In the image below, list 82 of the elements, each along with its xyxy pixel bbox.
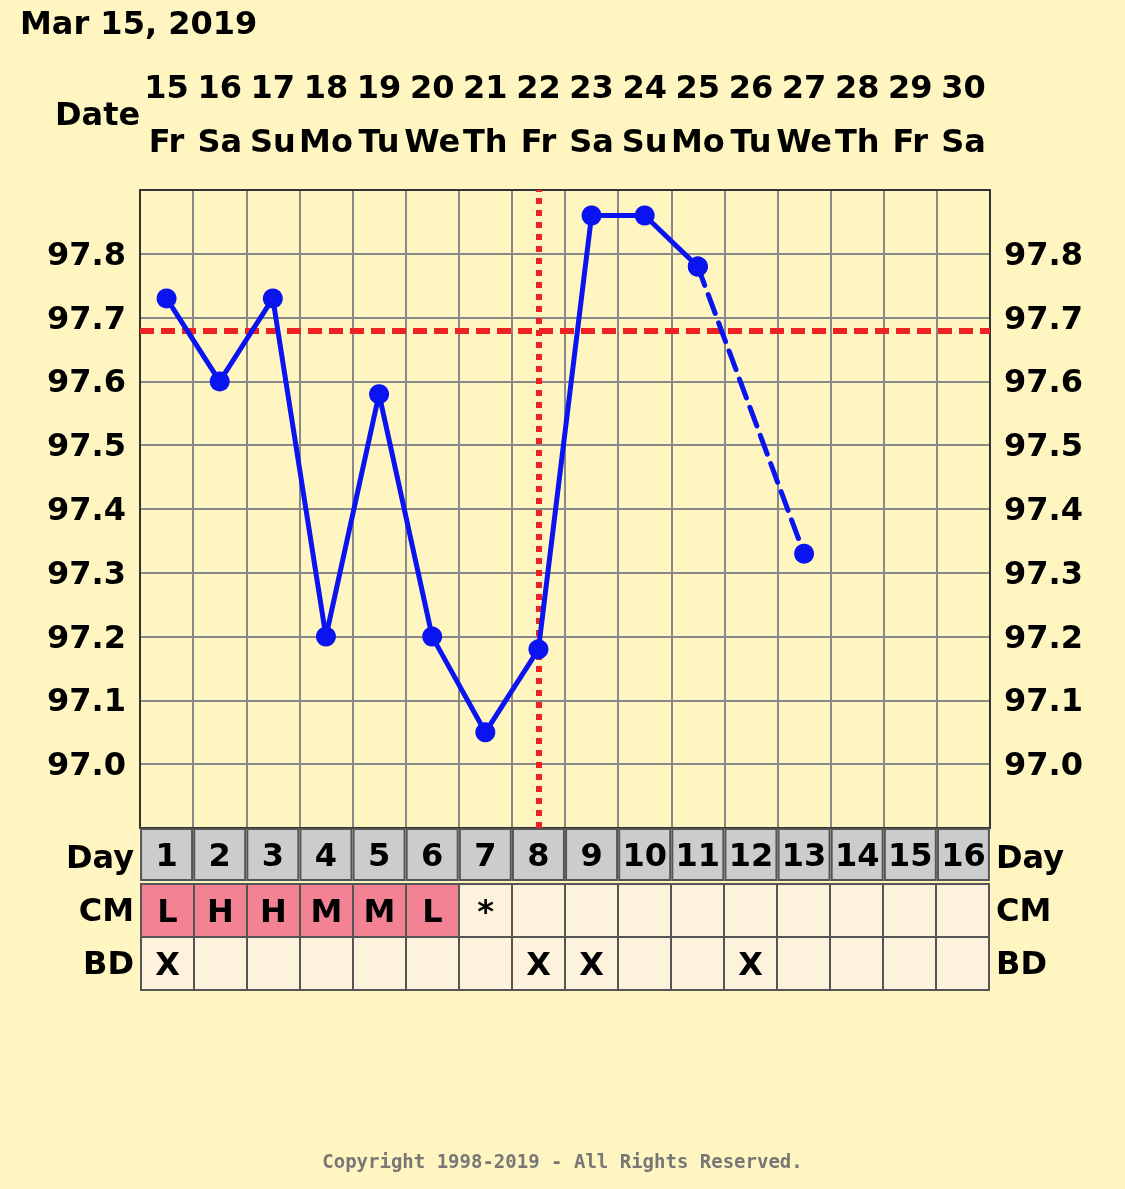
text: X <box>155 944 180 983</box>
x2-tick-label: 5 <box>367 835 391 874</box>
x2-tick-label: 16 <box>941 835 986 874</box>
x2-tick-label: 13 <box>781 835 827 874</box>
point <box>422 626 443 647</box>
point <box>581 205 602 226</box>
x2-tick-label: 9 <box>580 835 603 874</box>
y-tick-label: 97.1 <box>47 681 126 720</box>
text: H <box>260 891 287 930</box>
text: M <box>363 891 396 930</box>
y-tick-label: 97.7 <box>47 298 126 337</box>
text: H <box>207 891 234 930</box>
x2-tick-label: 6 <box>421 835 444 874</box>
y2-tick-label: 97.3 <box>1004 553 1083 592</box>
x-tick-label: 22 Fr <box>516 68 561 160</box>
x-tick-label: 19 Tu <box>356 68 402 160</box>
y-tick-label: 97.8 <box>47 234 126 273</box>
category-label: CM <box>78 891 134 929</box>
x2-tick-label: 10 <box>622 835 667 874</box>
y-tick-label: 97.0 <box>47 745 126 784</box>
point <box>475 722 496 743</box>
x-tick-label: 28 Th <box>834 68 880 160</box>
text: Day <box>996 838 1065 876</box>
point <box>209 371 230 392</box>
text: L <box>157 891 178 930</box>
text: X <box>579 944 604 983</box>
x2-tick-label: 4 <box>314 835 338 874</box>
x2-tick-label: 2 <box>208 835 231 874</box>
y2-tick-label: 97.1 <box>1004 681 1083 720</box>
x-tick-label: 20 We <box>404 68 461 160</box>
x-tick-label: 16 Sa <box>197 68 243 160</box>
text: Copyright 1998-2019 - All Rights Reserved. <box>321 1150 804 1172</box>
text: M <box>310 891 343 930</box>
y-tick-label: 97.4 <box>47 490 126 528</box>
y-tick-label: 97.3 <box>47 553 126 592</box>
point <box>369 384 390 405</box>
point <box>156 288 177 309</box>
x-tick-label: 24 Su <box>621 68 668 160</box>
x2-tick-label: 12 <box>728 835 774 874</box>
y2-tick-label: 97.8 <box>1004 234 1083 273</box>
point <box>262 288 283 309</box>
x-tick-label: 21 Th <box>463 68 508 160</box>
y2-tick-label: 97.5 <box>1004 426 1083 465</box>
x2-tick-label: 11 <box>675 835 721 874</box>
x-tick-label: 25 Mo <box>670 68 725 160</box>
point <box>528 639 549 660</box>
category-label: BD <box>83 944 134 982</box>
y2-tick-label: 97.7 <box>1004 298 1083 337</box>
x2-tick-label: 8 <box>527 835 550 874</box>
y2-tick-label: 97.6 <box>1004 362 1083 401</box>
x2-tick-label: 1 <box>155 835 178 874</box>
x-tick-label: 27 We <box>776 68 832 160</box>
text: L <box>422 891 443 930</box>
x-axis-title: Date <box>55 95 141 133</box>
x2-tick-label: 7 <box>474 835 497 874</box>
category-label: CM <box>996 891 1052 929</box>
y-tick-label: 97.5 <box>47 426 126 465</box>
y-tick-label: 97.6 <box>47 362 126 401</box>
point <box>687 256 708 277</box>
x-tick-label: 26 Tu <box>728 68 774 160</box>
x-tick-label: 18 Mo <box>299 68 353 160</box>
x2-tick-label: 3 <box>261 835 284 874</box>
text: X <box>738 944 763 983</box>
x2-tick-label: 14 <box>834 835 880 874</box>
point <box>794 543 815 564</box>
x-tick-label: 30 Sa <box>941 68 986 160</box>
text: X <box>526 944 551 983</box>
category-label: BD <box>996 944 1047 982</box>
x-tick-label: 17 Su <box>249 68 296 160</box>
x2-axis-title: Day <box>65 838 134 876</box>
x2-tick-label: 15 <box>888 835 933 874</box>
y2-tick-label: 97.4 <box>1004 490 1083 528</box>
point <box>315 626 336 647</box>
chart-title: Mar 15, 2019 <box>20 4 258 42</box>
y2-tick-label: 97.2 <box>1004 617 1083 656</box>
x-tick-label: 15 Fr <box>144 68 189 160</box>
y-tick-label: 97.2 <box>47 617 126 656</box>
text: * <box>477 891 494 930</box>
x-tick-label: 29 Fr <box>888 68 933 160</box>
point <box>634 205 655 226</box>
x-tick-label: 23 Sa <box>569 68 614 160</box>
y2-tick-label: 97.0 <box>1004 745 1083 784</box>
